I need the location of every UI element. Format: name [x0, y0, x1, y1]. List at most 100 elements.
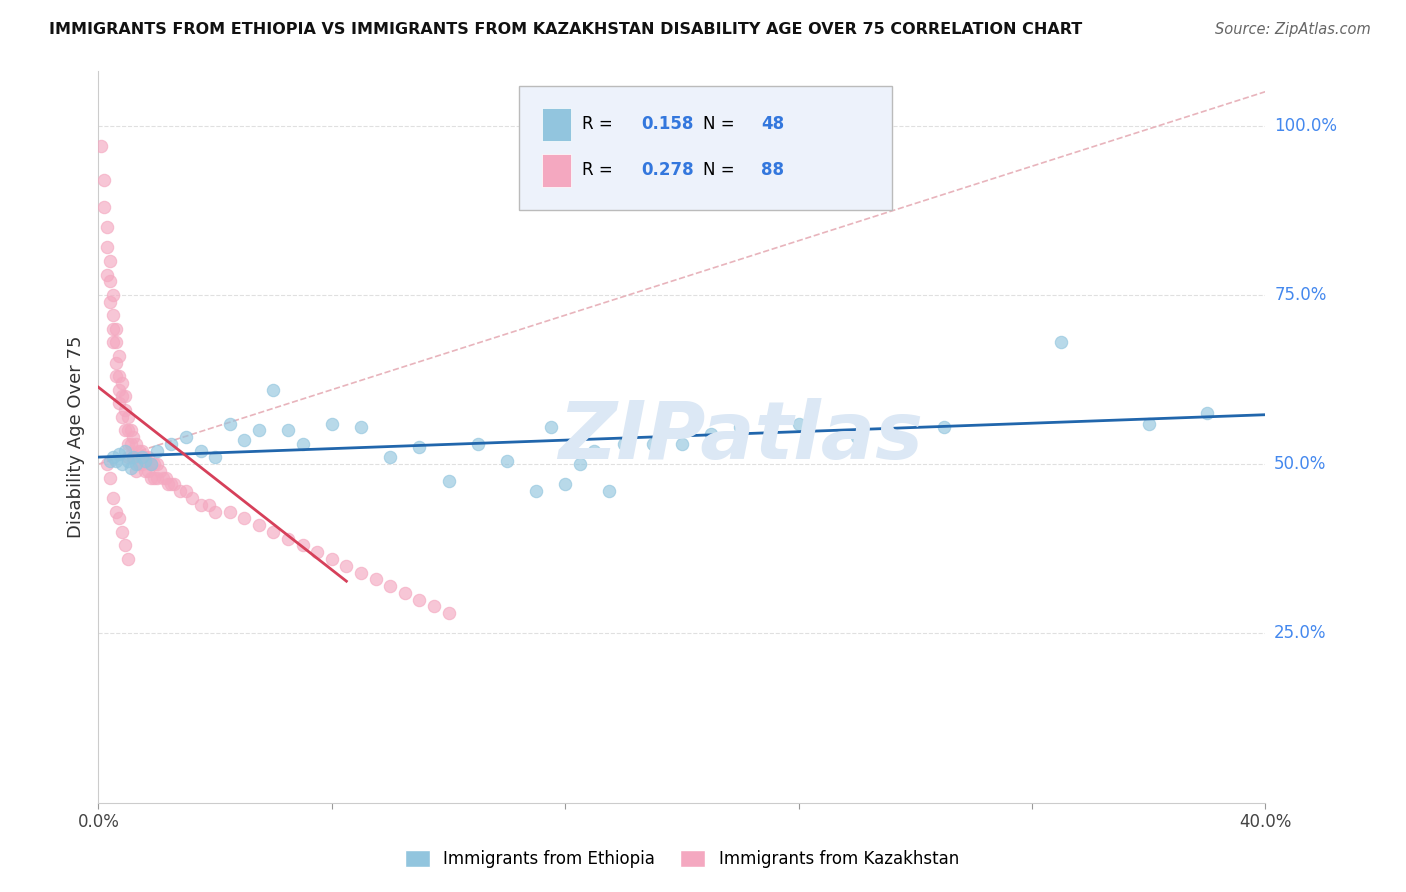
- Y-axis label: Disability Age Over 75: Disability Age Over 75: [66, 335, 84, 539]
- Text: N =: N =: [703, 115, 740, 133]
- Point: [96, 220, 118, 235]
- Point: [1137, 417, 1160, 431]
- Point: [152, 471, 174, 485]
- Point: [114, 403, 136, 417]
- Point: [101, 322, 124, 336]
- Point: [671, 437, 693, 451]
- Point: [104, 322, 127, 336]
- Point: [120, 460, 142, 475]
- Point: [131, 457, 153, 471]
- Point: [262, 383, 284, 397]
- Point: [160, 477, 183, 491]
- Point: [108, 349, 131, 363]
- Point: [93, 172, 115, 186]
- Point: [111, 524, 134, 539]
- Point: [134, 464, 156, 478]
- Point: [93, 200, 115, 214]
- Point: [180, 491, 202, 505]
- Point: [146, 443, 169, 458]
- Point: [364, 572, 387, 586]
- Point: [174, 484, 197, 499]
- Point: [350, 566, 373, 580]
- Point: [131, 450, 153, 465]
- Point: [190, 443, 212, 458]
- Text: N =: N =: [703, 161, 740, 179]
- Point: [277, 423, 299, 437]
- Point: [174, 430, 197, 444]
- Point: [111, 409, 134, 424]
- Text: 48: 48: [761, 115, 785, 133]
- Point: [247, 518, 270, 533]
- Point: [104, 369, 127, 384]
- Point: [98, 294, 121, 309]
- Text: 50.0%: 50.0%: [1274, 455, 1326, 473]
- Point: [111, 389, 134, 403]
- Point: [98, 254, 121, 268]
- Point: [700, 426, 723, 441]
- Point: [114, 538, 136, 552]
- Point: [157, 477, 180, 491]
- Point: [350, 420, 373, 434]
- Point: [408, 592, 430, 607]
- Point: [169, 484, 191, 499]
- Point: [136, 464, 159, 478]
- Point: [568, 457, 591, 471]
- Point: [190, 498, 212, 512]
- Point: [321, 552, 343, 566]
- Point: [96, 240, 118, 254]
- Point: [262, 524, 284, 539]
- Point: [540, 420, 562, 434]
- Point: [96, 457, 118, 471]
- Point: [136, 450, 159, 465]
- Point: [204, 505, 226, 519]
- Point: [307, 545, 329, 559]
- Point: [98, 471, 121, 485]
- Point: [134, 454, 156, 468]
- Text: 0.278: 0.278: [641, 161, 693, 179]
- Text: 25.0%: 25.0%: [1274, 624, 1327, 642]
- Point: [101, 491, 124, 505]
- Point: [117, 437, 139, 451]
- Point: [204, 450, 226, 465]
- Point: [98, 274, 121, 288]
- Point: [108, 511, 131, 525]
- Point: [335, 558, 357, 573]
- Point: [321, 417, 343, 431]
- Text: R =: R =: [582, 115, 617, 133]
- Point: [111, 457, 134, 471]
- Point: [101, 308, 124, 322]
- Point: [122, 450, 145, 465]
- Point: [117, 423, 139, 437]
- Point: [108, 369, 131, 384]
- Point: [198, 498, 221, 512]
- Text: R =: R =: [582, 161, 617, 179]
- Point: [104, 335, 127, 350]
- Point: [146, 457, 169, 471]
- Text: 75.0%: 75.0%: [1274, 285, 1326, 304]
- Point: [155, 471, 177, 485]
- Legend: Immigrants from Ethiopia, Immigrants from Kazakhstan: Immigrants from Ethiopia, Immigrants fro…: [398, 844, 966, 875]
- Point: [134, 450, 156, 465]
- Point: [730, 420, 752, 434]
- Point: [291, 538, 314, 552]
- Point: [104, 355, 127, 369]
- Point: [96, 268, 118, 282]
- Point: [394, 586, 416, 600]
- Point: [98, 454, 121, 468]
- Text: 0.158: 0.158: [641, 115, 693, 133]
- Point: [524, 484, 547, 499]
- Point: [408, 440, 430, 454]
- Point: [128, 457, 150, 471]
- Point: [139, 457, 162, 471]
- Point: [122, 450, 145, 465]
- Point: [90, 139, 112, 153]
- Text: ZIPatlas: ZIPatlas: [558, 398, 922, 476]
- Point: [163, 477, 186, 491]
- Text: 100.0%: 100.0%: [1274, 117, 1337, 135]
- Point: [277, 532, 299, 546]
- Point: [142, 457, 165, 471]
- Point: [437, 606, 460, 620]
- Point: [437, 474, 460, 488]
- Point: [117, 409, 139, 424]
- Point: [467, 437, 489, 451]
